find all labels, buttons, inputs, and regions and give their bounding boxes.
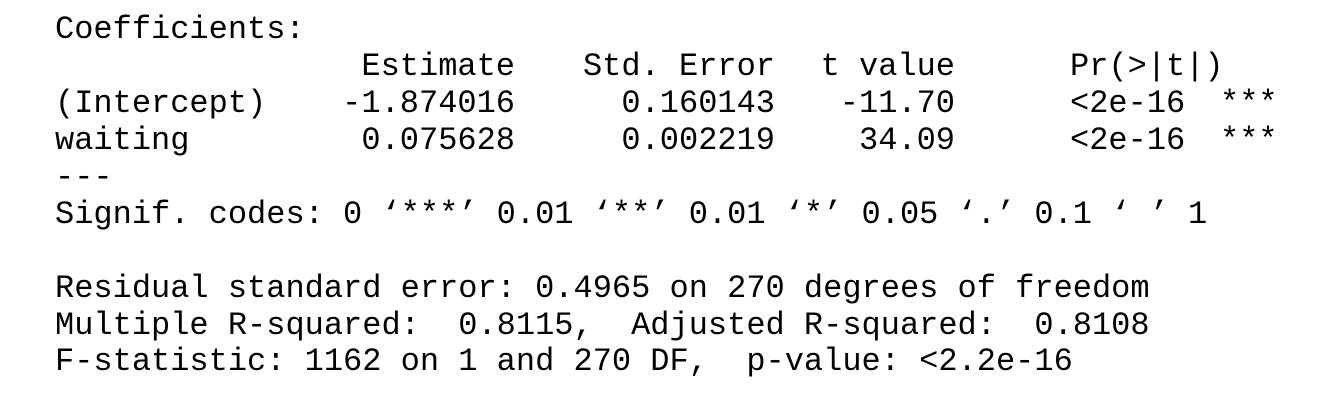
summary-line: Residual standard error: 0.4965 on 270 d… — [55, 270, 1150, 307]
title: Coefficients: — [55, 11, 305, 48]
signif-stars: *** — [1220, 85, 1278, 122]
t-value: -11.70 — [839, 85, 955, 122]
p-value: <2e-16 — [1070, 85, 1186, 122]
column-header: Estimate — [361, 48, 515, 85]
estimate: 0.075628 — [361, 122, 515, 159]
column-header: t value — [820, 48, 955, 85]
signif-codes: Signif. codes: 0 ‘***’ 0.01 ‘**’ 0.01 ‘*… — [55, 196, 1208, 233]
estimate: -1.874016 — [342, 85, 515, 122]
summary-line: Multiple R-squared: 0.8115, Adjusted R-s… — [55, 307, 1150, 344]
row-name: (Intercept) — [55, 85, 267, 122]
separator: --- — [55, 159, 113, 196]
std-error: 0.160143 — [621, 85, 775, 122]
signif-stars: *** — [1220, 122, 1278, 159]
summary-line: F-statistic: 1162 on 1 and 270 DF, p-val… — [55, 343, 1073, 380]
column-header: Std. Error — [582, 48, 775, 85]
row-name: waiting — [55, 122, 190, 159]
p-value: <2e-16 — [1070, 122, 1186, 159]
t-value: 34.09 — [858, 122, 955, 159]
column-header: Pr(>|t|) — [1070, 48, 1224, 85]
std-error: 0.002219 — [621, 122, 775, 159]
